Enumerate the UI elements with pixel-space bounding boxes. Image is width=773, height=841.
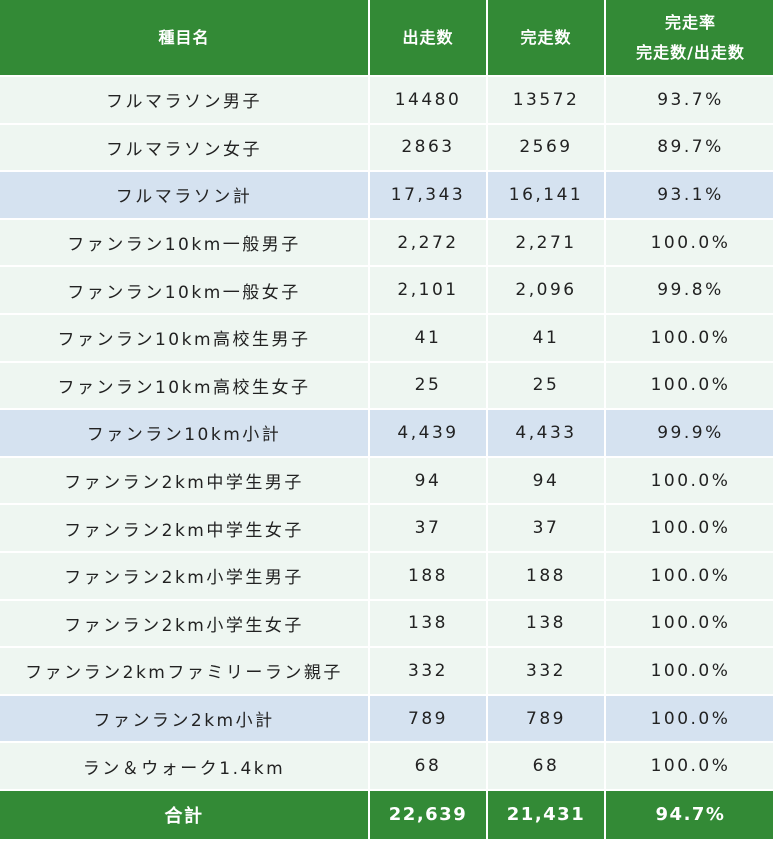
event-cell: ファンラン10km高校生男子 [0,314,368,361]
event-cell: ファンラン10km一般男子 [0,219,368,266]
header-event: 種目名 [0,0,368,75]
table-row: フルマラソン男子 14480 13572 93.7% [0,77,773,123]
subtotal-row: フルマラソン計 17,343 16,141 93.1% [0,172,773,218]
finish-rate-cell: 99.9% [606,410,773,456]
starters-cell: 17,343 [370,172,486,218]
event-cell: ファンラン10km高校生女子 [0,362,368,409]
starters-cell: 138 [370,600,486,647]
total-starters: 22,639 [370,790,486,839]
finishers-cell: 68 [488,743,604,789]
finish-rate-cell: 100.0% [606,314,773,361]
event-cell: フルマラソン男子 [0,77,368,123]
header-rate-title: 完走率 [664,12,716,32]
event-cell: ラン＆ウォーク1.4km [0,743,368,789]
finish-rate-cell: 100.0% [606,457,773,504]
event-cell: フルマラソン女子 [0,124,368,171]
finishers-cell: 94 [488,457,604,504]
finishers-cell: 2569 [488,124,604,171]
event-cell: ファンラン2km中学生女子 [0,505,368,551]
table-row: ファンラン2kmファミリーラン親子 332 332 100.0% [0,648,773,694]
finish-rate-cell: 99.8% [606,267,773,313]
table-row: ファンラン10km高校生女子 25 25 100.0% [0,362,773,409]
event-cell: フルマラソン計 [0,172,368,218]
finishers-cell: 332 [488,648,604,694]
starters-cell: 2,101 [370,267,486,313]
finishers-cell: 25 [488,362,604,409]
total-event: 合計 [0,790,368,839]
finish-rate-cell: 93.1% [606,172,773,218]
table-row: ファンラン2km小学生女子 138 138 100.0% [0,600,773,647]
finish-rate-cell: 93.7% [606,77,773,123]
table-row: ファンラン10km一般男子 2,272 2,271 100.0% [0,219,773,266]
starters-cell: 332 [370,648,486,694]
finish-rate-cell: 100.0% [606,552,773,599]
subtotal-row: ファンラン10km小計 4,439 4,433 99.9% [0,410,773,456]
finishers-cell: 4,433 [488,410,604,456]
event-cell: ファンラン2km中学生男子 [0,457,368,504]
header-rate-formula: 完走数/出走数 [636,42,745,62]
event-cell: ファンラン10km小計 [0,410,368,456]
starters-cell: 94 [370,457,486,504]
table-footer: 合計 22,639 21,431 94.7% [0,790,773,839]
header-finish-rate: 完走率 完走数/出走数 [606,0,773,75]
table-header: 種目名 出走数 完走数 完走率 完走数/出走数 [0,0,773,75]
finish-rate-cell: 100.0% [606,648,773,694]
finishers-cell: 138 [488,600,604,647]
starters-cell: 2,272 [370,219,486,266]
finish-rate-cell: 100.0% [606,695,773,742]
starters-cell: 41 [370,314,486,361]
event-cell: ファンラン10km一般女子 [0,267,368,313]
event-cell: ファンラン2kmファミリーラン親子 [0,648,368,694]
finishers-cell: 16,141 [488,172,604,218]
table-body: フルマラソン男子 14480 13572 93.7% フルマラソン女子 2863 2569 8… [0,77,773,789]
total-row: 合計 22,639 21,431 94.7% [0,790,773,839]
table-row: ファンラン2km小学生男子 188 188 100.0% [0,552,773,599]
header-finishers: 完走数 [488,0,604,75]
table-row: フルマラソン女子 2863 2569 89.7% [0,124,773,171]
starters-cell: 789 [370,695,486,742]
event-cell: ファンラン2km小計 [0,695,368,742]
finishers-cell: 41 [488,314,604,361]
starters-cell: 37 [370,505,486,551]
header-starters: 出走数 [370,0,486,75]
total-rate: 94.7% [606,790,773,839]
finish-rate-cell: 100.0% [606,743,773,789]
finishers-cell: 789 [488,695,604,742]
finish-rate-cell: 100.0% [606,362,773,409]
starters-cell: 188 [370,552,486,599]
table-row: ファンラン2km中学生女子 37 37 100.0% [0,505,773,551]
finishers-cell: 188 [488,552,604,599]
finish-rate-cell: 89.7% [606,124,773,171]
finishers-cell: 2,096 [488,267,604,313]
starters-cell: 4,439 [370,410,486,456]
total-finishers: 21,431 [488,790,604,839]
starters-cell: 14480 [370,77,486,123]
table-row: ファンラン2km中学生男子 94 94 100.0% [0,457,773,504]
finish-rate-cell: 100.0% [606,600,773,647]
table-row: ファンラン10km高校生男子 41 41 100.0% [0,314,773,361]
finishers-cell: 13572 [488,77,604,123]
subtotal-row: ファンラン2km小計 789 789 100.0% [0,695,773,742]
starters-cell: 25 [370,362,486,409]
finishers-cell: 2,271 [488,219,604,266]
event-cell: ファンラン2km小学生男子 [0,552,368,599]
header-row: 種目名 出走数 完走数 完走率 完走数/出走数 [0,0,773,75]
starters-cell: 2863 [370,124,486,171]
event-cell: ファンラン2km小学生女子 [0,600,368,647]
finishers-cell: 37 [488,505,604,551]
starters-cell: 68 [370,743,486,789]
table-row: ラン＆ウォーク1.4km 68 68 100.0% [0,743,773,789]
table-row: ファンラン10km一般女子 2,101 2,096 99.8% [0,267,773,313]
finish-rate-cell: 100.0% [606,219,773,266]
finish-rate-cell: 100.0% [606,505,773,551]
